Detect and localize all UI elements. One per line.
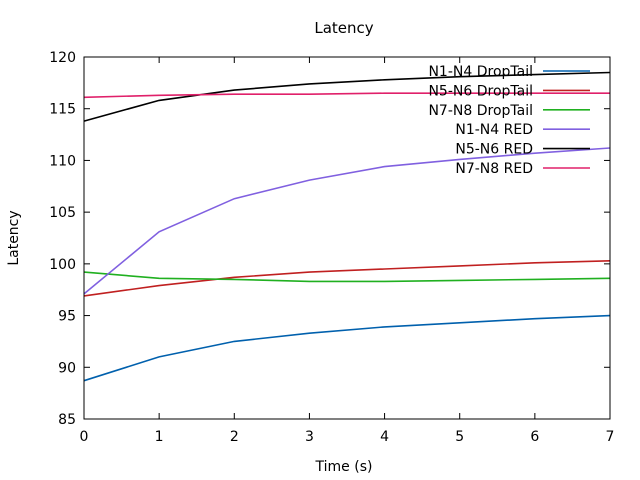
series-line-4 (83, 147, 611, 295)
x-axis-label: Time (s) (315, 459, 373, 475)
legend-label: N5-N6 RED (455, 142, 533, 158)
series-line-5 (83, 71, 611, 122)
series-line-6 (83, 92, 610, 99)
x-tick-label: 5 (455, 429, 464, 445)
y-tick-label: 120 (49, 50, 76, 66)
y-tick-label: 90 (58, 360, 76, 376)
legend-label: N5-N6 DropTail (428, 83, 533, 99)
x-tick-label: 4 (380, 429, 389, 445)
x-tick-label: 1 (155, 429, 164, 445)
series-line-2 (83, 260, 611, 297)
legend-label: N1-N4 DropTail (428, 64, 533, 80)
y-axis-label: Latency (6, 210, 22, 265)
plot-frame (83, 56, 611, 420)
x-axis-ticks: 0 1 2 3 4 5 6 7 (80, 57, 615, 445)
y-tick-label: 105 (49, 205, 76, 221)
legend-label: N7-N8 RED (455, 161, 533, 177)
x-tick-label: 6 (530, 429, 539, 445)
y-tick-label: 100 (49, 257, 76, 273)
y-axis-ticks: 85 90 95 100 105 110 115 120 (49, 50, 610, 428)
chart-title: Latency (314, 19, 373, 37)
x-tick-label: 7 (606, 429, 615, 445)
series-lines (83, 71, 611, 382)
legend-label: N7-N8 DropTail (428, 103, 533, 119)
x-tick-label: 3 (305, 429, 314, 445)
series-line-1 (83, 314, 611, 382)
y-tick-label: 85 (58, 412, 76, 428)
legend-label: N1-N4 RED (455, 122, 533, 138)
y-tick-label: 115 (49, 102, 76, 118)
legend: N1-N4 DropTail N5-N6 DropTail N7-N8 DropTa… (428, 64, 590, 177)
x-tick-label: 0 (80, 429, 89, 445)
series-line-3 (83, 271, 611, 283)
y-tick-label: 110 (49, 153, 76, 169)
y-tick-label: 95 (58, 309, 76, 325)
x-tick-label: 2 (230, 429, 239, 445)
